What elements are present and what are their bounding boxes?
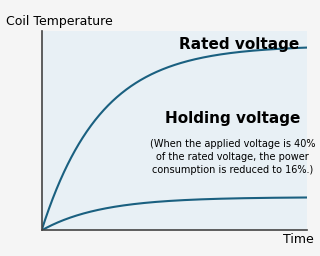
Text: (When the applied voltage is 40%
of the rated voltage, the power
consumption is : (When the applied voltage is 40% of the … bbox=[150, 138, 316, 175]
Text: Time: Time bbox=[283, 233, 314, 246]
Text: Coil Temperature: Coil Temperature bbox=[6, 15, 113, 28]
Text: Holding voltage: Holding voltage bbox=[165, 111, 300, 126]
Text: Rated voltage: Rated voltage bbox=[179, 37, 299, 52]
